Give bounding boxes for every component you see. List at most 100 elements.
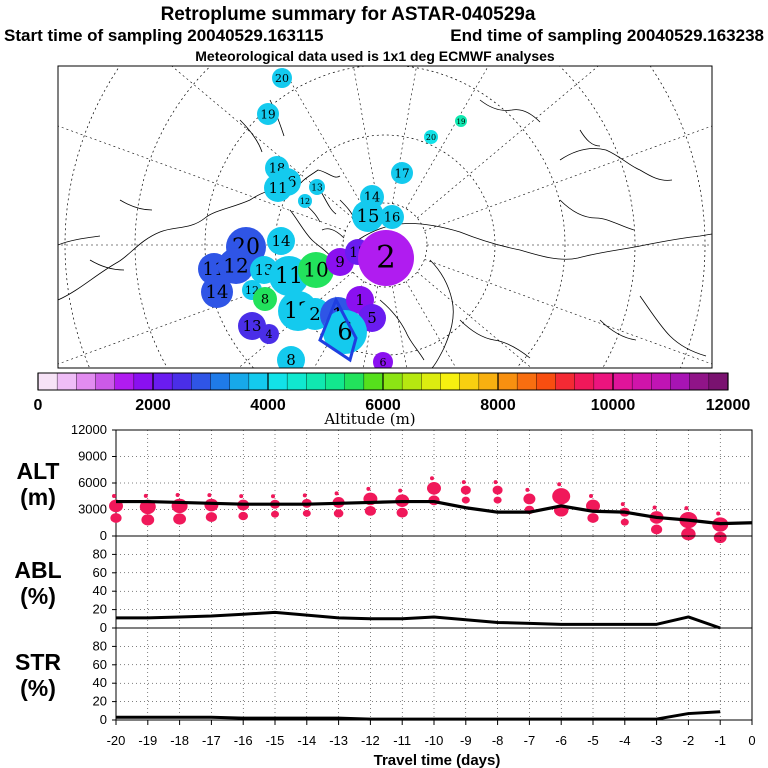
x-tick-label: -16: [234, 733, 253, 748]
plume-cluster-10: 10: [298, 252, 334, 288]
y-tick-label: 60: [93, 565, 107, 580]
plume-cluster-12: 12: [218, 248, 254, 284]
met-data-label: Meteorological data used is 1x1 deg ECMW…: [195, 48, 555, 64]
colorbar-swatch: [363, 373, 384, 390]
y-tick-label: 40: [93, 583, 107, 598]
x-tick-label: -13: [329, 733, 348, 748]
altitude-cluster-dot: [175, 492, 180, 497]
altitude-cluster-point: [492, 480, 503, 504]
plume-cluster-disc: [352, 200, 384, 232]
plume-cluster-label: 15: [357, 206, 380, 227]
altitude-cluster-main: [204, 498, 219, 512]
plume-cluster-label: 20: [426, 133, 436, 142]
latitude-circle: [204, 66, 566, 368]
altitude-cluster-point: [171, 492, 188, 525]
plume-cluster-label: 19: [260, 108, 275, 122]
plume-cluster-4: 4: [259, 324, 279, 344]
altitude-cluster-point: [679, 506, 698, 541]
altitude-cluster-dot: [525, 487, 530, 492]
x-tick-label: -9: [460, 733, 472, 748]
panel-abl: 80 60 40 20 0 ABL(%): [14, 535, 753, 635]
altitude-cluster-point: [552, 482, 571, 517]
y-tick-label: 0: [100, 712, 107, 727]
x-tick-label: -19: [138, 733, 157, 748]
y-tick-label: 9000: [78, 449, 107, 464]
x-tick-label: -3: [651, 733, 663, 748]
plume-cluster-label: 2: [309, 304, 320, 325]
series-line: [116, 710, 721, 721]
plume-cluster-8: 8: [253, 287, 277, 311]
colorbar-swatch: [229, 373, 250, 390]
x-tick-label: -6: [555, 733, 567, 748]
altitude-cluster-point: [649, 505, 664, 535]
y-tick-label: 12000: [71, 422, 107, 437]
plume-cluster-17: 17: [391, 162, 413, 184]
altitude-cluster-dot: [493, 480, 498, 485]
altitude-cluster-dot: [589, 493, 593, 498]
map-frame: [57, 65, 713, 369]
altitude-cluster-dot: [271, 494, 275, 499]
figure-title: Retroplume summary for ASTAR-040529a: [161, 4, 536, 25]
plume-cluster-disc: [424, 130, 438, 144]
panel-ylabel-unit: (m): [20, 484, 56, 510]
plume-cluster-disc: [391, 162, 413, 184]
plume-cluster-disc: [455, 115, 467, 127]
colorbar-swatch: [95, 373, 116, 390]
plume-cluster-15: 15: [352, 200, 384, 232]
altitude-cluster-lower: [205, 512, 217, 522]
altitude-cluster-lower: [681, 527, 696, 541]
colorbar-swatch: [402, 373, 422, 390]
altitude-cluster-lower: [173, 513, 187, 525]
colorbar-swatch: [421, 373, 441, 390]
plume-cluster-13: 13: [309, 179, 325, 195]
altitude-cluster-lower: [110, 513, 122, 523]
plume-cluster-disc: [201, 276, 233, 308]
altitude-cluster-lower: [620, 518, 629, 526]
plume-cluster-11: 11: [264, 174, 292, 202]
colorbar-tick-label: 8000: [480, 397, 516, 414]
x-tick-label: -7: [524, 733, 536, 748]
x-tick-label: -20: [107, 733, 126, 748]
altitude-cluster-dot: [557, 482, 562, 487]
plume-cluster-disc: [257, 103, 279, 125]
y-tick-label: 80: [93, 546, 107, 561]
altitude-cluster-lower: [141, 514, 155, 526]
x-tick-label: -15: [266, 733, 285, 748]
colorbar-swatch: [153, 373, 173, 390]
colorbar-swatch: [459, 373, 480, 390]
plume-cluster-19: 19: [257, 103, 279, 125]
altitude-cluster-main: [492, 485, 503, 495]
panel-ylabel-unit: (%): [20, 583, 56, 609]
series-line: [116, 610, 721, 630]
plume-cluster-label: 17: [394, 167, 409, 181]
plume-cluster-16: 16: [380, 205, 404, 229]
altitude-cluster-main: [523, 493, 536, 505]
colorbar-swatch: [114, 373, 135, 390]
y-tick-label: 3000: [78, 502, 107, 517]
plume-cluster-label: 19: [457, 118, 466, 126]
colorbar-tick-label: 6000: [365, 397, 401, 414]
colorbar-swatch: [325, 373, 346, 390]
altitude-cluster-point: [204, 493, 219, 522]
altitude-cluster-dot: [239, 494, 244, 499]
x-tick-label: -1: [714, 733, 726, 748]
x-tick-label: -5: [587, 733, 599, 748]
altitude-cluster-lower: [302, 509, 311, 517]
altitude-cluster-dot: [143, 493, 148, 498]
plume-cluster-label: 13: [311, 184, 323, 194]
altitude-cluster-point: [460, 480, 471, 504]
plume-cluster-label: 4: [266, 328, 273, 341]
plume-cluster-disc: [253, 287, 277, 311]
plume-cluster-label: 14: [271, 232, 290, 250]
plume-cluster-label: 16: [384, 211, 401, 226]
latitude-circle: [134, 66, 636, 368]
altitude-cluster-main: [552, 488, 571, 505]
colorbar-swatch: [536, 373, 556, 390]
plume-cluster-disc: [373, 352, 393, 368]
plume-cluster-label: 14: [206, 282, 229, 303]
panel-ylabel-name: ALT: [16, 458, 59, 484]
x-tick-label: -11: [393, 733, 411, 748]
plume-cluster-disc: [358, 230, 414, 286]
y-tick-label: 20: [93, 602, 107, 617]
